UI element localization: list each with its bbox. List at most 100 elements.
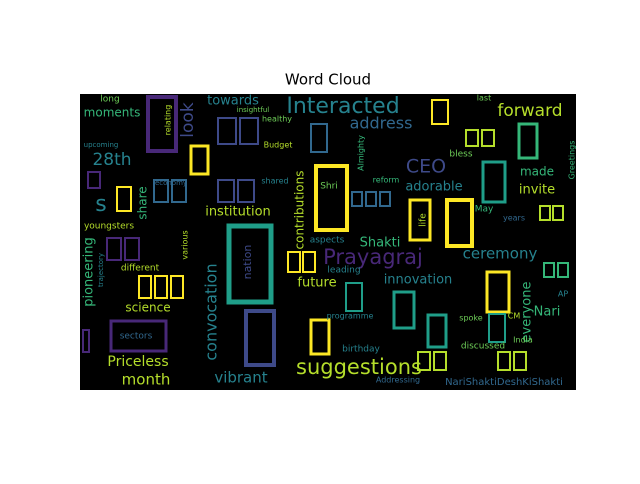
- glyph-box: [517, 122, 539, 160]
- word: adorable: [405, 180, 462, 195]
- glyph-box: [513, 351, 527, 371]
- word: innovation: [384, 273, 453, 288]
- word: Almighty: [357, 135, 366, 171]
- word: reform: [373, 176, 400, 185]
- word: Shakti: [360, 236, 401, 251]
- glyph-box: [116, 186, 132, 212]
- word: suggestions: [296, 355, 422, 379]
- glyph-box: [426, 313, 448, 349]
- glyph-box: [154, 275, 168, 299]
- word: Greetings: [568, 141, 577, 180]
- word: May: [475, 205, 494, 215]
- glyph-box: [481, 129, 495, 147]
- word: moments: [84, 106, 141, 120]
- glyph-box: [445, 198, 474, 248]
- word: Priceless: [107, 354, 168, 370]
- glyph-box: [244, 309, 276, 367]
- glyph-box: [488, 313, 506, 343]
- word: future: [297, 276, 336, 291]
- word: birthday: [342, 345, 380, 355]
- glyph-box: [379, 191, 391, 207]
- word: Addressing: [376, 376, 420, 385]
- word: spoke: [459, 314, 482, 323]
- word: made: [520, 165, 554, 179]
- glyph-box: [309, 318, 331, 356]
- glyph-box: [302, 251, 316, 273]
- glyph-box: [217, 179, 235, 203]
- glyph-box: [465, 129, 479, 147]
- word: vibrant: [214, 369, 267, 387]
- glyph-box: [552, 205, 564, 221]
- word: CEO: [406, 156, 446, 178]
- glyph-box: [539, 205, 551, 221]
- word: India: [513, 336, 533, 345]
- word: life: [419, 213, 429, 227]
- glyph-box: [239, 117, 259, 145]
- word: month: [122, 371, 171, 389]
- word: 28th: [92, 150, 131, 170]
- word: discussed: [461, 342, 505, 352]
- word: aspects: [310, 236, 345, 246]
- word: convocation: [202, 263, 221, 360]
- glyph-box: [481, 160, 507, 204]
- word: programme: [327, 312, 374, 321]
- word: Shri: [320, 182, 338, 192]
- cloud: Interacted forward address towards look momen…: [82, 94, 577, 389]
- word: shared: [261, 177, 288, 186]
- word: Prayagraj: [323, 245, 423, 269]
- word: s: [95, 192, 106, 217]
- word: sectors: [120, 332, 153, 342]
- word: look: [178, 102, 198, 138]
- glyph-box: [124, 237, 140, 261]
- word: economy: [155, 179, 187, 187]
- word: address: [350, 114, 413, 133]
- glyph-box: [417, 351, 431, 371]
- glyph-box: [189, 144, 210, 176]
- word: ceremony: [463, 245, 538, 263]
- word: institution: [205, 205, 271, 220]
- word: last: [477, 94, 491, 103]
- chart-title: Word Cloud: [285, 71, 371, 89]
- word: youngsters: [84, 222, 134, 232]
- glyph-box: [543, 262, 555, 278]
- glyph-box: [226, 223, 274, 305]
- glyph-box: [310, 123, 328, 153]
- glyph-box: [106, 237, 122, 261]
- glyph-box: [497, 351, 511, 371]
- glyph-box: [237, 179, 255, 203]
- glyph-box: [365, 191, 377, 207]
- word: healthy: [262, 115, 292, 124]
- word: forward: [497, 101, 562, 121]
- glyph-box: [433, 351, 447, 371]
- word: contributions: [293, 171, 307, 250]
- word: different: [121, 264, 160, 274]
- word: AP: [558, 290, 568, 299]
- word: share: [136, 186, 150, 219]
- glyph-box: [87, 171, 101, 189]
- glyph-box: [314, 164, 349, 232]
- glyph-box: [138, 275, 152, 299]
- glyph-box: [82, 329, 90, 353]
- word: years: [503, 214, 525, 223]
- word: CM: [508, 312, 521, 321]
- word: long: [100, 95, 119, 105]
- glyph-box: [217, 117, 237, 145]
- glyph-box: [408, 198, 432, 242]
- glyph-box: [485, 270, 511, 314]
- word: Budget: [264, 141, 293, 150]
- word: nation: [241, 245, 254, 280]
- word: science: [125, 301, 170, 315]
- word: Nari: [534, 305, 561, 320]
- word: Interacted: [286, 94, 399, 119]
- glyph-box: [170, 275, 184, 299]
- word: upcoming: [84, 141, 119, 149]
- glyph-box: [146, 95, 178, 153]
- word: various: [181, 230, 190, 259]
- glyph-box: [557, 262, 569, 278]
- word: insightful: [237, 106, 269, 114]
- glyph-box: [171, 179, 187, 203]
- word: leading: [327, 266, 360, 276]
- glyph-boxes: [82, 95, 569, 371]
- glyph-box: [351, 191, 363, 207]
